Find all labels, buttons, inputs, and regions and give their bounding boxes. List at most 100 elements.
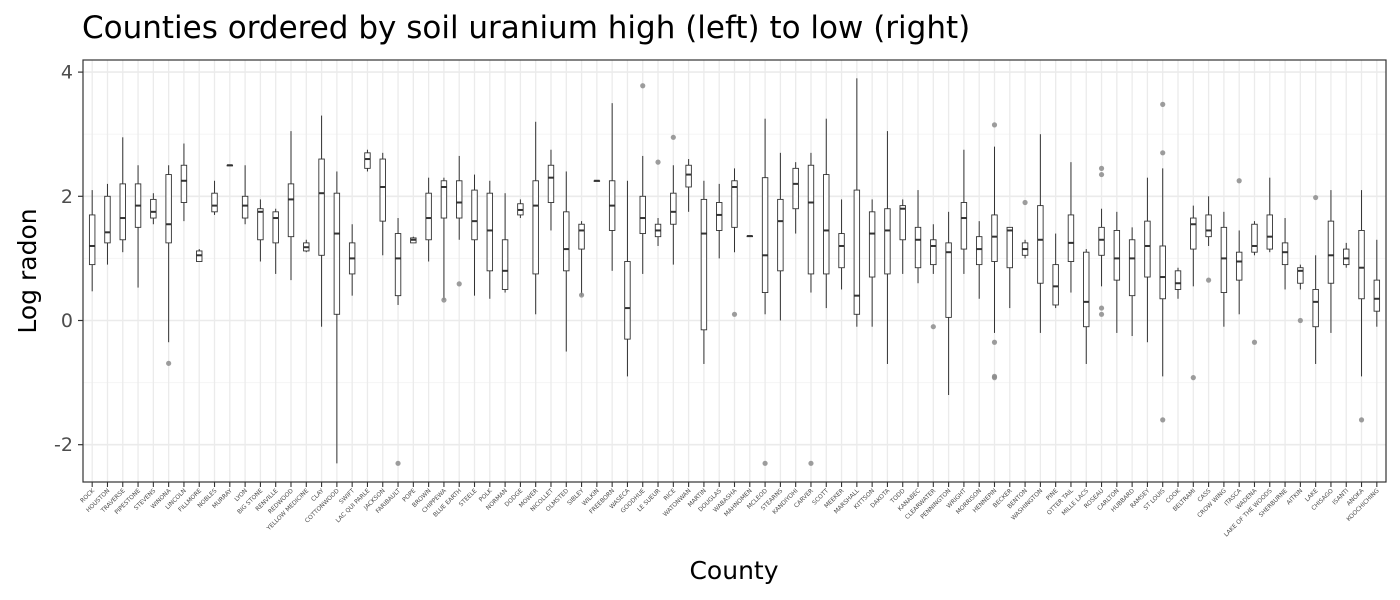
box-brown xyxy=(425,177,432,262)
box-body xyxy=(287,183,295,238)
box-body xyxy=(150,198,157,219)
box-kandiyohi xyxy=(792,162,799,234)
box-body xyxy=(1098,226,1105,256)
box-redwood xyxy=(287,131,295,281)
outlier-point xyxy=(670,134,676,140)
box-cottonwood xyxy=(333,171,341,464)
box-wright xyxy=(960,149,968,274)
box-body xyxy=(456,180,463,219)
box-stevens xyxy=(150,193,157,225)
box-body xyxy=(1281,242,1289,266)
box-morrison xyxy=(975,221,983,299)
box-body xyxy=(761,177,769,294)
box-kanabec xyxy=(914,190,922,284)
outlier-point xyxy=(1098,165,1105,171)
y-tick-label: 4 xyxy=(61,62,73,84)
box-body xyxy=(88,214,96,266)
box-carver xyxy=(807,152,815,466)
y-axis-title: Log radon xyxy=(13,208,42,333)
box-becker xyxy=(1006,226,1013,309)
box-body xyxy=(394,233,402,297)
outlier-point xyxy=(395,460,401,466)
outlier-point xyxy=(1205,277,1212,283)
outlier-point xyxy=(655,159,661,165)
box-body xyxy=(1144,220,1151,278)
outlier-point xyxy=(1098,305,1105,311)
box-lake-of-the-woods xyxy=(1266,177,1273,253)
box-otter-tail xyxy=(1067,162,1075,293)
box-body xyxy=(1083,251,1090,328)
box-carlton xyxy=(1113,211,1121,333)
box-nobles xyxy=(211,180,218,215)
box-steele xyxy=(471,174,478,296)
box-body xyxy=(914,226,922,269)
box-body xyxy=(578,223,585,250)
box-body xyxy=(853,189,861,315)
box-body xyxy=(884,208,891,275)
box-marshall xyxy=(853,78,861,327)
outlier-point xyxy=(1251,339,1258,345)
box-body xyxy=(792,167,799,210)
outlier-point xyxy=(1098,311,1105,317)
y-tick-label: 2 xyxy=(61,186,73,208)
box-douglas xyxy=(716,183,723,259)
box-body xyxy=(960,202,968,250)
box-dakota xyxy=(884,131,891,364)
box-body xyxy=(1128,239,1136,297)
box-watonwan xyxy=(685,159,692,212)
box-winona xyxy=(165,165,172,366)
box-wilkin xyxy=(593,179,601,182)
box-yellow-medicine xyxy=(303,239,310,253)
box-benton xyxy=(1021,199,1029,259)
box-pope xyxy=(410,236,417,244)
box-body xyxy=(930,239,937,266)
box-body xyxy=(868,211,876,278)
box-body xyxy=(1220,226,1228,294)
outlier-point xyxy=(1160,417,1166,423)
box-mahnomen xyxy=(746,235,753,238)
box-body xyxy=(180,164,188,203)
box-body xyxy=(1159,245,1166,300)
box-wadena xyxy=(1251,221,1258,345)
box-body xyxy=(1067,214,1075,262)
box-body xyxy=(716,202,723,231)
box-chisago xyxy=(1327,190,1335,333)
x-axis: ROCKHOUSTONTRAVERSEPIPESTONESTEVENSWINON… xyxy=(79,482,1381,538)
box-body xyxy=(1113,230,1121,281)
box-mower xyxy=(532,121,539,315)
box-body xyxy=(425,192,432,241)
box-koochiching xyxy=(1373,239,1381,327)
box-le-sueur xyxy=(654,159,662,246)
box-body xyxy=(119,183,126,241)
y-tick-label: 0 xyxy=(61,310,73,332)
box-body xyxy=(1235,251,1243,281)
box-traverse xyxy=(119,137,126,253)
outlier-point xyxy=(640,83,646,89)
outlier-point xyxy=(991,375,998,381)
box-waseca xyxy=(624,180,631,377)
outlier-point xyxy=(441,297,447,303)
box-big-stone xyxy=(257,199,264,262)
box-scott xyxy=(823,118,830,309)
box-body xyxy=(165,174,172,244)
box-body xyxy=(1052,264,1059,306)
box-body xyxy=(639,195,646,235)
box-norman xyxy=(501,193,509,293)
box-crow-wing xyxy=(1220,211,1228,327)
outlier-point xyxy=(1358,417,1365,423)
box-body xyxy=(547,164,555,203)
box-meeker xyxy=(838,199,845,290)
box-roseau xyxy=(1098,165,1105,317)
box-body xyxy=(1373,279,1381,312)
x-axis-title: County xyxy=(689,556,778,585)
box-jackson xyxy=(379,152,386,256)
box-rice xyxy=(670,134,677,265)
box-body xyxy=(440,180,448,219)
box-freeborn xyxy=(608,103,616,271)
box-body xyxy=(1343,248,1350,266)
box-blue-earth xyxy=(456,155,463,287)
box-lac-qui-parle xyxy=(364,149,371,172)
box-body xyxy=(379,158,386,222)
box-todd xyxy=(899,199,906,274)
